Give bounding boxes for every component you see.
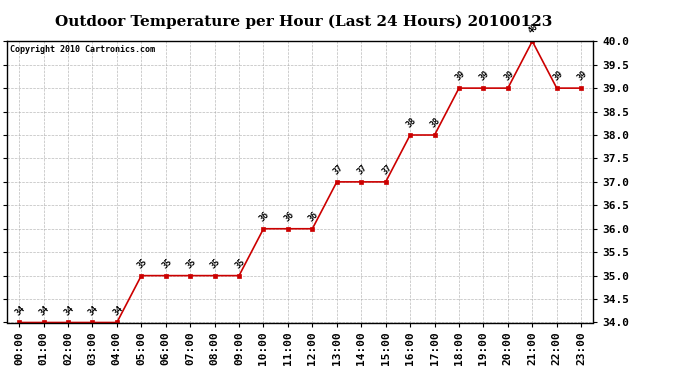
Text: 34: 34 [14, 303, 27, 317]
Text: 36: 36 [282, 210, 296, 223]
Text: 39: 39 [502, 69, 515, 82]
Text: 34: 34 [111, 303, 125, 317]
Text: 35: 35 [136, 256, 149, 270]
Text: 34: 34 [62, 303, 76, 317]
Text: 37: 37 [380, 163, 393, 176]
Text: 39: 39 [575, 69, 589, 82]
Text: 35: 35 [160, 256, 174, 270]
Text: 35: 35 [185, 256, 198, 270]
Text: 36: 36 [258, 210, 271, 223]
Text: 39: 39 [551, 69, 564, 82]
Text: Outdoor Temperature per Hour (Last 24 Hours) 20100123: Outdoor Temperature per Hour (Last 24 Ho… [55, 15, 552, 29]
Text: 36: 36 [307, 210, 320, 223]
Text: 40: 40 [526, 22, 540, 36]
Text: Copyright 2010 Cartronics.com: Copyright 2010 Cartronics.com [10, 45, 155, 54]
Text: 39: 39 [478, 69, 491, 82]
Text: 37: 37 [331, 163, 345, 176]
Text: 38: 38 [404, 116, 418, 129]
Text: 39: 39 [453, 69, 467, 82]
Text: 37: 37 [355, 163, 369, 176]
Text: 34: 34 [87, 303, 100, 317]
Text: 35: 35 [209, 256, 222, 270]
Text: 34: 34 [38, 303, 52, 317]
Text: 38: 38 [429, 116, 442, 129]
Text: 35: 35 [233, 256, 247, 270]
